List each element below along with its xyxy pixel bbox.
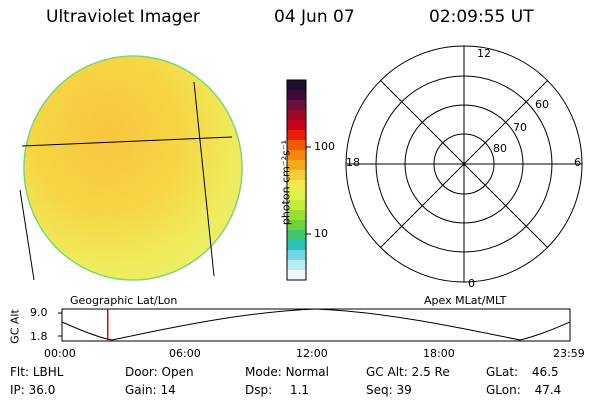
mlt-label-12: 12	[477, 47, 491, 60]
colorbar-segment	[287, 170, 306, 181]
colorbar-ticks	[306, 146, 311, 235]
x-tick-1800: 18:00	[423, 347, 455, 360]
colorbar-segment	[287, 260, 306, 271]
date-label: 04 Jun 07	[274, 7, 355, 27]
colorbar-segment	[287, 130, 306, 141]
colorbar-segment	[287, 240, 306, 251]
mlat-label-80: 80	[493, 142, 507, 155]
mlat-label-60: 60	[535, 98, 549, 111]
colorbar-segment	[287, 210, 306, 221]
info-glat: GLat: 46.5	[486, 365, 559, 379]
colorbar-segment	[287, 150, 306, 161]
y-tick-9: 9.0	[30, 306, 48, 319]
colorbar-segment	[287, 90, 306, 101]
time-label: 02:09:55 UT	[429, 7, 534, 27]
x-tick-0600: 06:00	[169, 347, 201, 360]
colorbar-segment	[287, 220, 306, 231]
colorbar-segment	[287, 120, 306, 131]
info-dsp: Dsp: 1.1	[245, 383, 310, 397]
geo-grid-lines	[19, 81, 233, 281]
info-ip: IP: 36.0	[10, 383, 56, 397]
instrument-title: Ultraviolet Imager	[46, 7, 200, 27]
colorbar-segment	[287, 190, 306, 201]
polar-grid	[345, 45, 583, 283]
colorbar-segment	[287, 230, 306, 241]
y-tick-1-8: 1.8	[30, 330, 48, 343]
info-mode: Mode: Normal	[245, 365, 329, 379]
info-glon: GLon: 47.4	[486, 383, 562, 397]
colorbar-border	[286, 79, 307, 281]
altitude-timeline	[58, 308, 571, 342]
colorbar-segment	[287, 80, 306, 91]
colorbar-segment	[287, 100, 306, 111]
colorbar-segment	[287, 160, 306, 171]
info-filter: Flt: LBHL	[10, 365, 64, 379]
x-tick-0000: 00:00	[44, 347, 76, 360]
apex-coord-label: Apex MLat/MLT	[424, 294, 507, 307]
mlt-label-6: 6	[574, 156, 581, 169]
colorbar-unit-label: photon cm⁻²s⁻¹	[279, 139, 293, 226]
info-door: Door: Open	[125, 365, 194, 379]
info-gc-alt: GC Alt: 2.5 Re	[366, 365, 450, 379]
colorbar-segment	[287, 270, 306, 281]
colorbar-segment	[287, 250, 306, 261]
colorbar-tick-100: 100	[314, 140, 335, 153]
colorbar-segment	[287, 110, 306, 121]
colorbar-segment	[287, 200, 306, 211]
timeline-axis-title: GC Alt	[8, 309, 22, 344]
geo-coord-label: Geographic Lat/Lon	[70, 294, 178, 307]
colorbar-segment	[287, 140, 306, 151]
info-seq: Seq: 39	[366, 383, 412, 397]
uv-image-disk	[23, 55, 243, 281]
colorbar-tick-10: 10	[314, 227, 328, 240]
mlt-label-0: 0	[468, 277, 475, 290]
x-tick-1200: 12:00	[296, 347, 328, 360]
colorbar-segment	[287, 180, 306, 191]
info-gain: Gain: 14	[125, 383, 176, 397]
mlt-label-18: 18	[346, 156, 360, 169]
x-tick-2359: 23:59	[553, 347, 585, 360]
mlat-label-70: 70	[513, 121, 527, 134]
color-scale-bar	[286, 79, 307, 281]
